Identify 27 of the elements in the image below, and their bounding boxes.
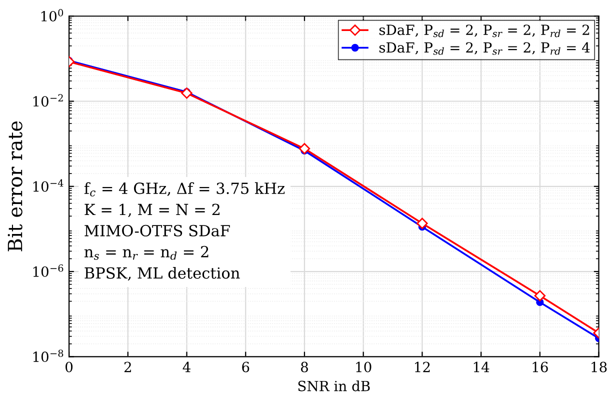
- x-tick-label: 12: [415, 362, 430, 372]
- point: [298, 143, 310, 154]
- x-axis-title: SNR in dB: [298, 380, 370, 392]
- y-tick-label: 10$^{−6}$: [33, 264, 64, 277]
- legend-label: sDaF, P$_{sd}$ = 2, P$_{sr}$ = 2, P$_{rd}$ = 2: [379, 24, 590, 38]
- annotation: BPSK, ML detection: [84, 266, 240, 281]
- y-tick-label: 10$^{−8}$: [33, 350, 64, 362]
- y-tick-label: 10$^{−2}$: [33, 94, 63, 107]
- x-tick-label: 2: [124, 362, 131, 372]
- x-tick-label: 10: [356, 362, 372, 372]
- x-tick-label: 16: [532, 362, 548, 372]
- y-tick-label: 10$^{0}$: [41, 9, 64, 22]
- x-tick-label: 0: [66, 362, 73, 372]
- y-tick-label: 10$^{−4}$: [33, 179, 64, 192]
- annotation: K = 1, M = N = 2: [84, 204, 220, 218]
- x-tick-label: 6: [242, 362, 250, 372]
- y-axis-title: Bit error rate: [8, 121, 22, 252]
- annotation: n$_{s}$ = n$_{r}$ = n$_{d}$ = 2: [84, 246, 208, 260]
- x-tick-label: 8: [300, 362, 308, 372]
- legend-label: sDaF, P$_{sd}$ = 2, P$_{sr}$ = 2, P$_{rd}$ = 4: [379, 42, 590, 55]
- x-tick-label: 4: [182, 362, 190, 372]
- x-tick-label: 18: [592, 362, 607, 372]
- point: [416, 218, 428, 230]
- point: [534, 290, 546, 302]
- x-tick-label: 14: [474, 362, 490, 372]
- annotation: f$_{c}$ = 4 GHz, Δf = 3.75 kHz: [84, 182, 285, 196]
- annotation: MIMO-OTFS SDaF: [84, 224, 230, 236]
